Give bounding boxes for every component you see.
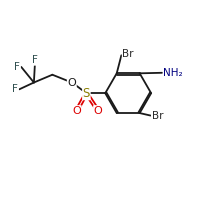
Text: S: S (83, 87, 90, 100)
Text: F: F (14, 62, 20, 72)
Text: O: O (72, 106, 81, 116)
Text: O: O (94, 106, 102, 116)
Text: Br: Br (122, 49, 134, 59)
Text: Br: Br (152, 111, 163, 121)
Text: NH₂: NH₂ (163, 68, 183, 78)
Text: F: F (12, 84, 18, 94)
Text: F: F (32, 55, 38, 65)
Text: O: O (67, 77, 76, 88)
